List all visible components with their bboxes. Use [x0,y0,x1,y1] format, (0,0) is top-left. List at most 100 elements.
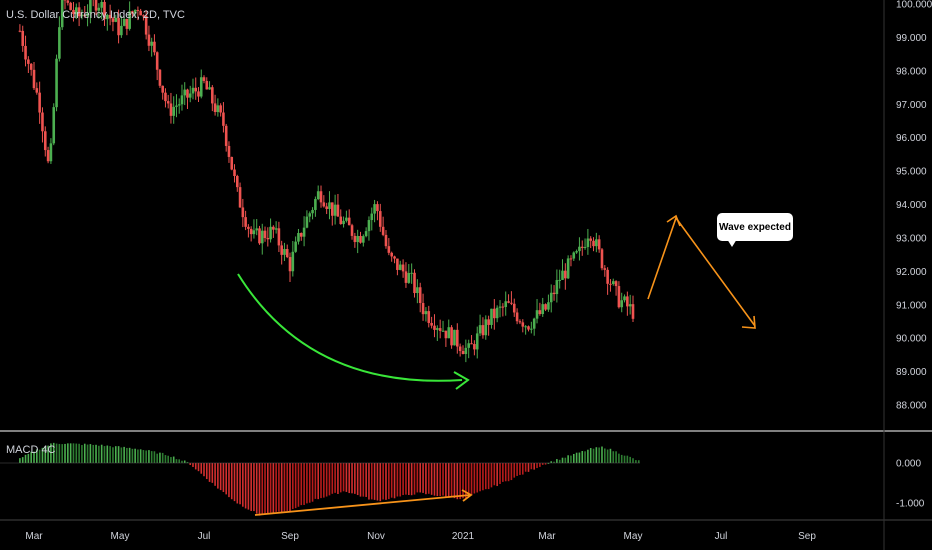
time-tick-label: Mar [25,531,43,542]
candle-body [461,351,465,355]
macd-bar [21,457,24,463]
macd-bar [61,444,63,463]
time-tick-label: Sep [281,531,299,542]
candle-body [564,270,567,279]
candle-body [258,228,261,244]
macd-bar [598,447,600,463]
candle-body [188,93,192,98]
candle-body [507,301,510,303]
candle-body [117,17,120,36]
candle-body [43,131,47,151]
macd-bar [425,463,427,495]
candle-body [583,247,587,249]
macd-bar [345,463,348,492]
macd-bar [609,448,612,463]
macd-bar [208,463,211,482]
candle-body [216,105,220,113]
candle-body [620,300,624,308]
candle-body [490,308,493,325]
candle-body [441,330,445,332]
macd-bar [359,463,362,497]
macd-bar [592,448,595,463]
macd-bar [337,463,339,494]
macd-bar [83,443,86,463]
macd-bar [430,463,433,495]
macd-bar [72,443,75,463]
candle-body [498,306,502,308]
macd-bar [544,463,547,465]
candle-body [238,187,242,208]
macd-bar [510,463,513,481]
macd-bar [306,463,308,504]
candle-body [213,103,217,113]
candle-body [144,15,148,35]
candle-body [569,258,573,260]
macd-bar [459,463,461,500]
macd-bar [496,463,498,487]
candle-body [199,77,203,97]
macd-bar [467,463,470,497]
macd-bar [521,463,524,475]
candle-body [478,325,482,334]
macd-bar [253,463,255,512]
candle-body [272,226,275,230]
macd-bar [385,463,387,500]
macd-bar [112,447,114,463]
macd-bar [269,463,272,513]
macd-bar [612,451,615,463]
candle-body [609,283,612,285]
price-tick-label: 94.000 [896,200,927,211]
macd-bar [247,463,250,510]
candle-body [86,13,89,17]
candle-body [356,235,359,243]
price-tick-label: 96.000 [896,133,927,144]
candle-body [631,304,635,319]
macd-bar [493,463,496,486]
macd-bar [314,463,317,499]
candle-body [390,252,393,257]
candle-body [280,245,283,255]
macd-bar [635,460,637,463]
candle-body [606,269,609,284]
candle-body [427,311,431,323]
macd-bar [587,449,589,463]
macd-bar [24,454,27,463]
macd-bar [632,458,634,463]
macd-bar [618,453,620,463]
candle-body [100,1,103,8]
candle-body [120,25,123,36]
macd-title: MACD 4C [6,444,56,456]
candle-body [578,246,581,252]
candle-body [410,272,413,274]
candle-body [166,101,170,104]
macd-bar [178,459,181,463]
macd-bar [342,463,345,492]
macd-bar [264,463,266,514]
macd-bar [58,443,61,463]
macd-bar [370,463,373,500]
candle-body [260,230,264,244]
candle-body [186,89,189,98]
macd-bar [556,459,558,463]
macd-bar [567,455,569,463]
candle-body [136,9,140,11]
macd-bar [533,463,535,470]
candle-body [263,230,267,239]
macd-bar [507,463,510,482]
candle-body [347,217,351,226]
candle-body [378,211,382,227]
candle-body [122,18,126,26]
macd-bar [159,452,161,463]
candle-body [29,63,33,70]
candle-body [255,228,259,231]
macd-bar [354,463,356,494]
macd-bar [55,443,58,463]
macd-bar [561,457,564,463]
macd-bar [320,463,322,499]
macd-bar [323,463,325,498]
macd-bar [228,463,230,498]
candle-body [316,191,320,200]
macd-bar [629,456,631,463]
candle-body [227,145,231,157]
candle-body [177,104,181,106]
